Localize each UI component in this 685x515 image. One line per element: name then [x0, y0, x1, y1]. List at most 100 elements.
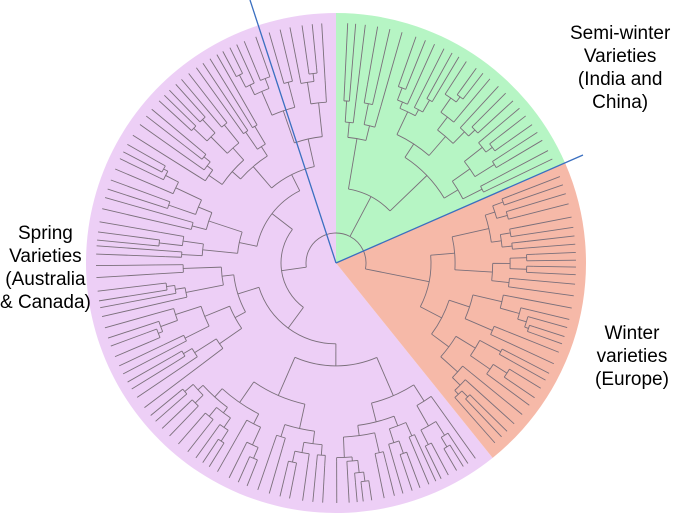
branch	[160, 282, 167, 285]
branch	[147, 244, 159, 247]
branch	[254, 126, 266, 145]
branch	[494, 145, 503, 152]
branch	[160, 231, 184, 237]
branch-arc	[347, 136, 367, 141]
branch-arc	[221, 122, 228, 128]
branch	[151, 108, 190, 141]
branch	[422, 99, 430, 113]
semi-winter-label: Semi-winter Varieties (India and China)	[570, 22, 670, 114]
branch	[148, 238, 160, 241]
branch-arc	[303, 441, 323, 446]
label-line: & Canada)	[0, 292, 91, 313]
branch	[115, 168, 160, 189]
branch-arc	[443, 444, 451, 450]
branch	[347, 473, 350, 503]
branch	[357, 460, 360, 473]
branch	[431, 333, 450, 348]
branch	[208, 220, 243, 233]
branch	[516, 356, 550, 374]
label-line: Winter	[604, 323, 660, 344]
branch	[255, 36, 267, 65]
branch-arc	[354, 471, 364, 474]
branch	[223, 417, 231, 428]
branch	[271, 213, 293, 230]
branch	[100, 294, 168, 309]
branch	[209, 419, 214, 424]
branch	[376, 29, 391, 87]
branch	[239, 381, 255, 403]
branch	[222, 51, 235, 74]
branch-arc	[346, 459, 358, 462]
branch	[202, 249, 238, 254]
branch	[230, 116, 244, 134]
branch	[529, 324, 535, 328]
branch	[97, 231, 149, 239]
branch	[192, 225, 207, 231]
branch	[249, 84, 256, 95]
branch	[257, 445, 274, 491]
branch	[501, 245, 513, 248]
branch	[214, 118, 223, 128]
branch	[182, 121, 192, 131]
branch	[255, 68, 261, 81]
branch	[167, 292, 177, 296]
branch	[432, 52, 453, 88]
branch	[497, 131, 538, 159]
branch	[182, 240, 204, 245]
branch	[246, 463, 257, 487]
branch	[160, 320, 178, 327]
branch	[474, 164, 495, 177]
branch-arc	[294, 450, 310, 455]
branch	[196, 67, 232, 117]
branch	[492, 201, 504, 207]
branch	[183, 266, 222, 269]
branch-arc	[205, 212, 213, 230]
branch	[459, 121, 467, 129]
branch	[455, 335, 476, 349]
branch	[163, 198, 171, 203]
branch	[438, 56, 460, 91]
branch	[343, 436, 345, 458]
branch	[318, 102, 323, 137]
spring-cluster-sector	[85, 13, 493, 513]
branch-arc	[360, 480, 369, 483]
branch	[468, 382, 515, 425]
branch	[526, 235, 575, 242]
branch	[465, 398, 474, 407]
branch	[454, 390, 459, 395]
branch	[96, 253, 166, 258]
branch	[301, 442, 305, 453]
branch	[197, 164, 205, 171]
winter-label: Winter varieties (Europe)	[595, 322, 669, 391]
branch	[453, 108, 466, 123]
branch	[193, 127, 208, 142]
branch-arc	[364, 124, 376, 128]
branch	[355, 24, 366, 102]
branch	[486, 150, 549, 184]
branch	[454, 397, 461, 405]
branch	[286, 461, 289, 468]
branch	[292, 451, 296, 463]
branch	[350, 23, 357, 81]
branch	[440, 97, 452, 113]
branch	[132, 134, 200, 178]
branch	[363, 84, 368, 103]
branch	[312, 73, 315, 82]
branch	[98, 290, 162, 302]
label-line: China)	[592, 92, 649, 113]
branch	[184, 384, 194, 392]
branch	[264, 78, 270, 89]
branch	[210, 136, 228, 154]
branch-arc	[426, 98, 433, 103]
branch	[346, 461, 349, 474]
branch-arc	[499, 234, 503, 248]
branch	[400, 458, 413, 491]
branch	[306, 82, 312, 104]
branch	[202, 119, 216, 134]
branch	[114, 341, 150, 358]
branch-arc	[271, 166, 315, 189]
branch	[404, 143, 415, 158]
branch	[155, 160, 166, 167]
branch-arc	[444, 93, 457, 103]
branch	[414, 109, 419, 116]
